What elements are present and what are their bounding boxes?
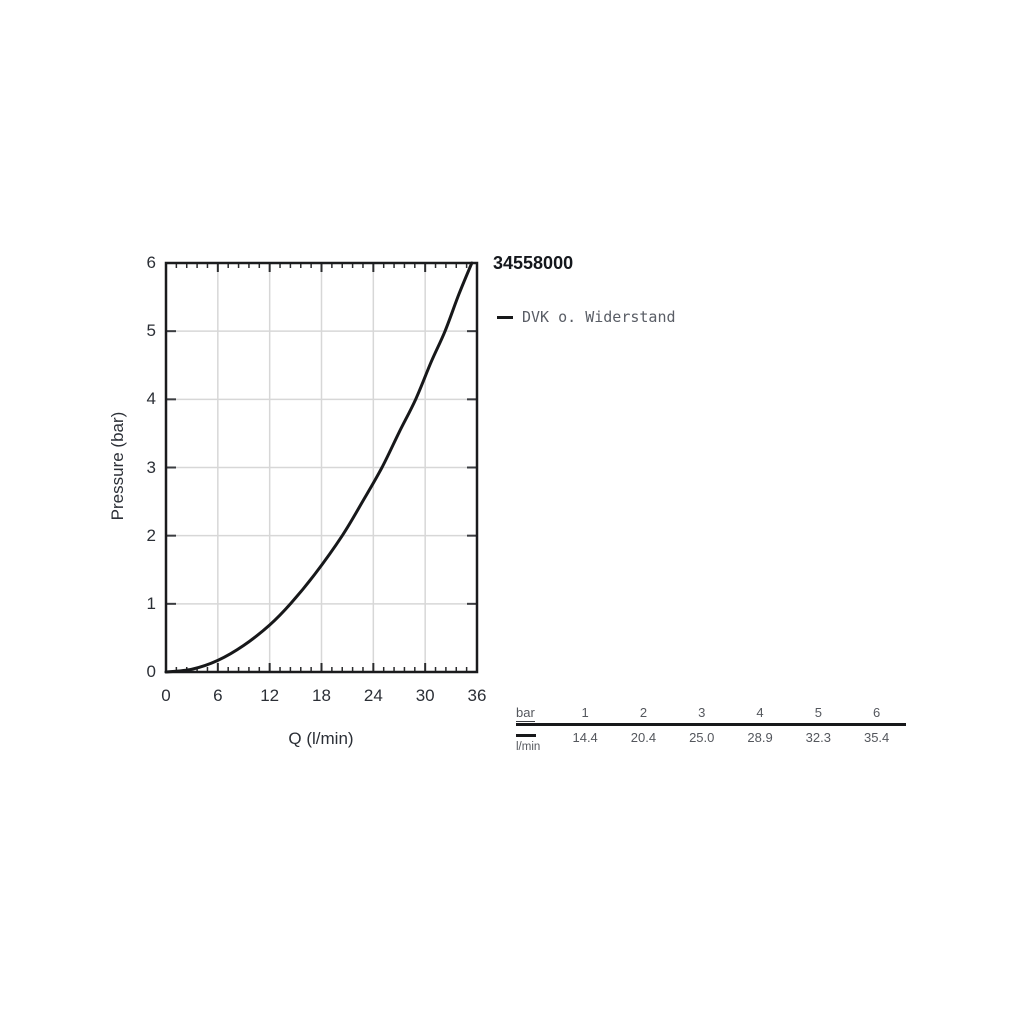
x-tick-label: 18: [312, 686, 331, 705]
table-header-cell: 4: [756, 705, 764, 720]
table-value-cell: 20.4: [630, 729, 657, 745]
y-axis-title: Pressure (bar): [108, 411, 127, 521]
table-header-cell: 2: [639, 705, 648, 720]
legend-line-marker-icon: [497, 315, 513, 319]
y-tick-label: 6: [146, 253, 156, 272]
x-tick-label: 0: [161, 686, 171, 705]
legend-label: DVK o. Widerstand: [522, 308, 676, 326]
table-value-cell: 14.4: [572, 729, 598, 745]
x-tick-label: 36: [467, 686, 487, 705]
table-value-cell: 35.4: [863, 729, 890, 745]
x-axis-title: Q (l/min): [288, 729, 354, 748]
x-tick-label: 6: [213, 686, 223, 705]
y-tick-label: 1: [146, 593, 156, 613]
table-value-cell: 32.3: [805, 729, 831, 745]
series-line-marker-icon: [516, 733, 536, 737]
y-tick-label: 2: [146, 525, 156, 545]
table-value-cell: 28.9: [747, 729, 773, 745]
table-header-cell: 1: [581, 705, 589, 720]
table-unit-label: l/min: [516, 740, 541, 753]
table-header-cell: 5: [814, 705, 822, 720]
pressure-flow-table: bar 1 2 3 4 5 6 l/min 14.4 20.4 25.0 28.9 32.3 35.4: [516, 705, 906, 753]
y-tick-label: 4: [146, 389, 156, 409]
x-tick-label: 24: [363, 686, 383, 705]
table-header-cell: 3: [698, 705, 706, 720]
chart-title: 34558000: [493, 253, 574, 273]
table-header-cell: 6: [873, 705, 881, 720]
table-value-cell: 25.0: [689, 729, 715, 745]
table-series-cell: l/min: [516, 729, 556, 753]
y-tick-label: 3: [146, 457, 156, 477]
x-tick-label: 12: [260, 686, 280, 705]
x-tick-label: 30: [415, 686, 435, 705]
legend: DVK o. Widerstand: [497, 308, 676, 326]
table-header-bar-label: bar: [516, 705, 535, 722]
y-tick-label: 0: [146, 662, 156, 681]
table-rule: [516, 723, 906, 726]
y-tick-label: 5: [146, 321, 156, 341]
